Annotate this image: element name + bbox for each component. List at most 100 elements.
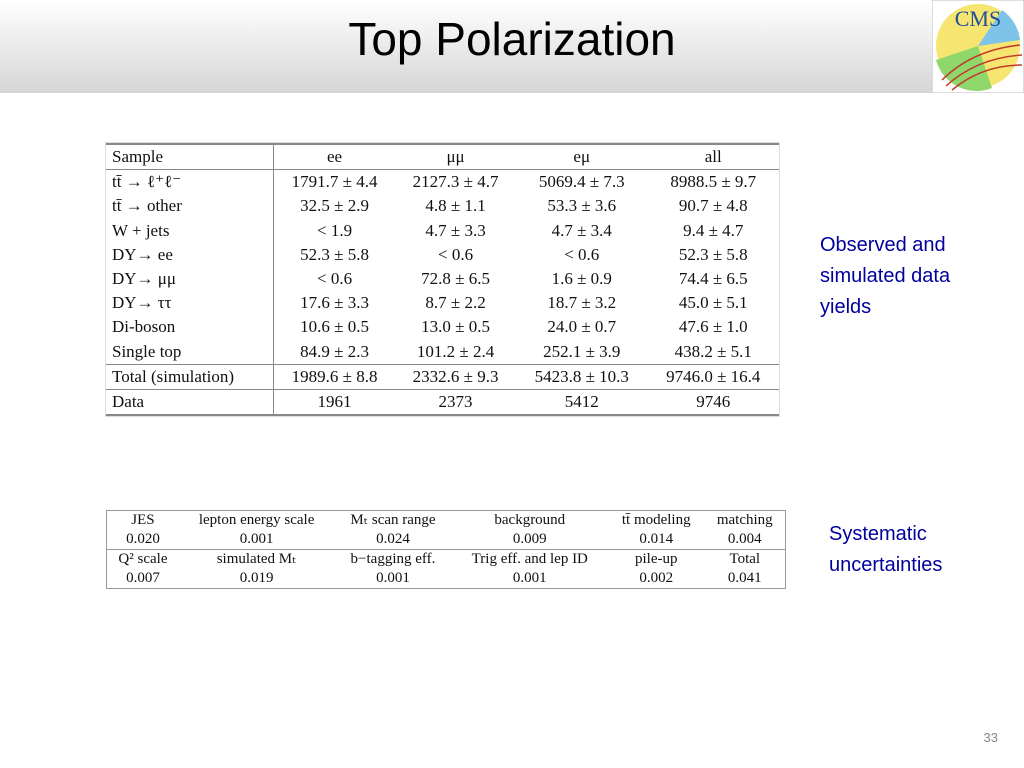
table-row: Q² scale simulated Mₜ b−tagging eff. Trig e… <box>107 550 786 570</box>
table-cell: 10.6 ± 0.5 <box>300 317 369 337</box>
table-cell: DY→ μμ <box>106 266 274 292</box>
table-cell: 0.001 <box>376 570 410 586</box>
table-cell: tt̄ modeling <box>621 512 691 528</box>
table-cell: 0.020 <box>106 530 179 550</box>
systematics-note: Systematic uncertainties <box>829 523 943 576</box>
logo-text: CMS <box>955 6 1001 31</box>
table-cell: Trig eff. and lep ID <box>471 551 588 567</box>
yields-note: Observed and simulated data yields <box>820 234 951 318</box>
table-cell: 438.2 ± 5.1 <box>647 339 779 365</box>
table-cell: 0.001 <box>512 570 547 586</box>
table-row: Total (simulation) 1989.6 ± 8.8 2332.6 ± 9… <box>106 364 779 390</box>
table-row: DY→ ee 52.3 ± 5.8 < 0.6 < 0.6 52.3 ± 5.8 <box>106 242 779 267</box>
table-row: Data 1961 2373 5412 9746 <box>106 389 779 416</box>
table-cell: 90.7 ± 4.8 <box>678 196 748 216</box>
systematics-table: JES lepton energy scale Mₜ scan range backg… <box>106 510 786 589</box>
table-row: tt̄ → other 32.5 ± 2.9 4.8 ± 1.1 53.3 ± 3.6… <box>106 194 779 219</box>
table-row: JES lepton energy scale Mₜ scan range backg… <box>107 511 786 531</box>
table-cell: 9.4 ± 4.7 <box>683 220 744 240</box>
table-row: DY→ ττ 17.6 ± 3.3 8.7 ± 2.2 18.7 ± 3.2 45.0 … <box>106 291 779 316</box>
table-cell: 1791.7 ± 4.4 <box>291 172 378 192</box>
table-cell: 53.3 ± 3.6 <box>547 196 617 216</box>
table-cell: 0.009 <box>451 530 608 550</box>
table-cell: DY→ ee <box>106 242 274 267</box>
table-cell: 84.9 ± 2.3 <box>273 339 396 365</box>
table-cell: 0.019 <box>239 570 274 586</box>
table-cell: simulated Mₜ <box>216 551 297 567</box>
table-cell: 8.7 ± 2.2 <box>425 293 486 313</box>
table-cell: 2127.3 ± 4.7 <box>412 172 499 192</box>
table-cell: background <box>494 512 566 528</box>
table-cell: 0.014 <box>607 530 705 550</box>
table-cell: JES <box>131 512 155 528</box>
table-cell: 72.8 ± 6.5 <box>421 269 490 289</box>
table-cell: 47.6 ± 1.0 <box>678 317 748 337</box>
table-cell: Single top <box>106 339 274 365</box>
yields-table: Sample ee μμ eμ all tt̄ → ℓ⁺ℓ⁻ 1791.7 ± 4.4 212… <box>105 141 780 418</box>
table-row: DY→ μμ < 0.6 72.8 ± 6.5 1.6 ± 0.9 74.4 ± 6.5 <box>106 266 779 292</box>
table-cell: 13.0 ± 0.5 <box>421 317 490 337</box>
cms-logo: CMS <box>932 0 1024 93</box>
column-header: μμ <box>395 144 517 171</box>
table-cell: 45.0 ± 5.1 <box>678 293 748 313</box>
table-row: W + jets < 1.9 4.7 ± 3.3 4.7 ± 3.4 9.4 ± 4.7 <box>106 218 779 243</box>
table-cell: < 0.6 <box>564 244 600 264</box>
column-header: Sample <box>106 144 274 171</box>
column-header: ee <box>273 144 396 171</box>
header-bar <box>0 0 1024 93</box>
table-cell: Mₜ scan range <box>350 512 436 528</box>
table-cell: pile-up <box>634 551 678 567</box>
table-cell: 0.024 <box>334 530 452 550</box>
table-cell: 2332.6 ± 9.3 <box>395 364 517 390</box>
table-row: tt̄ → ℓ⁺ℓ⁻ 1791.7 ± 4.4 2127.3 ± 4.7 5069.4… <box>106 169 779 195</box>
table-cell: 0.001 <box>178 530 335 550</box>
table-cell: 18.7 ± 3.2 <box>547 293 617 313</box>
table-cell: 52.3 ± 5.8 <box>678 244 748 264</box>
table-cell: 32.5 ± 2.9 <box>300 196 369 216</box>
table-cell: 101.2 ± 2.4 <box>395 339 517 365</box>
table-cell: Total (simulation) <box>106 364 274 390</box>
table-cell: 1.6 ± 0.9 <box>551 269 612 289</box>
table-cell: < 0.6 <box>438 244 474 264</box>
table-row: 0.007 0.019 0.001 0.001 0.002 0.041 <box>107 569 786 589</box>
table-cell: 1961 <box>317 391 352 411</box>
table-cell: 24.0 ± 0.7 <box>547 317 617 337</box>
table-cell: 5412 <box>564 391 599 411</box>
table-cell: 4.8 ± 1.1 <box>425 196 486 216</box>
table-row: 0.020 0.001 0.024 0.009 0.014 0.004 <box>106 530 786 550</box>
table-header-row: Sample ee μμ eμ all <box>106 144 779 171</box>
table-cell: < 0.6 <box>316 269 353 289</box>
table-cell: Data <box>106 389 274 416</box>
table-cell: tt̄ → other <box>106 194 274 219</box>
table-cell: 9746.0 ± 16.4 <box>647 364 779 390</box>
slide-title: Top Polarization <box>348 13 676 65</box>
table-cell: 1989.6 ± 8.8 <box>273 364 396 390</box>
table-cell: 8988.5 ± 9.7 <box>670 172 757 192</box>
table-cell: 17.6 ± 3.3 <box>300 293 369 313</box>
table-cell: Di-boson <box>106 315 274 340</box>
table-cell: DY→ ττ <box>106 291 274 316</box>
table-cell: matching <box>716 512 773 528</box>
table-cell: 0.007 <box>126 570 160 586</box>
column-header: all <box>647 144 779 171</box>
table-cell: < 1.9 <box>316 220 353 240</box>
table-cell: Total <box>729 551 761 567</box>
table-cell: Q² scale <box>118 551 168 567</box>
table-cell: 74.4 ± 6.5 <box>678 269 748 289</box>
table-cell: W + jets <box>106 218 274 243</box>
table-cell: 0.041 <box>727 570 762 586</box>
column-header: eμ <box>516 144 648 171</box>
table-cell: 252.1 ± 3.9 <box>516 339 648 365</box>
table-cell: b−tagging eff. <box>350 551 436 567</box>
table-cell: 52.3 ± 5.8 <box>300 244 369 264</box>
page-number: 33 <box>983 730 998 745</box>
table-cell: lepton energy scale <box>198 512 315 528</box>
table-cell: 9746 <box>696 391 731 411</box>
table-cell: 5069.4 ± 7.3 <box>538 172 625 192</box>
table-cell: 0.002 <box>639 570 674 586</box>
table-cell: 4.7 ± 3.4 <box>551 220 612 240</box>
table-cell: tt̄ → ℓ⁺ℓ⁻ <box>106 169 274 195</box>
table-row: Di-boson 10.6 ± 0.5 13.0 ± 0.5 24.0 ± 0.7 47… <box>106 315 779 340</box>
table-row: Single top 84.9 ± 2.3 101.2 ± 2.4 252.1 ± 3… <box>106 339 779 365</box>
